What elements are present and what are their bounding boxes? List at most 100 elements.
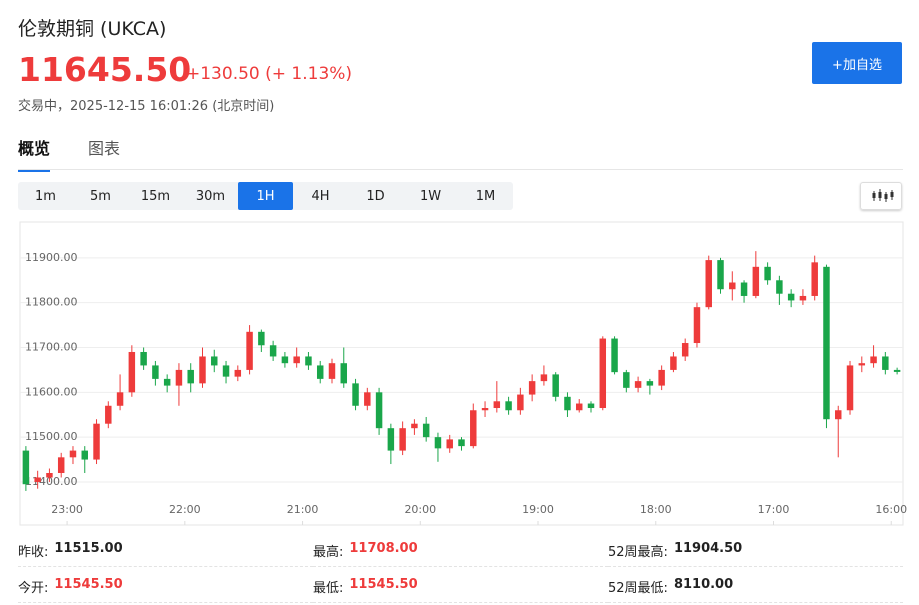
candle-body	[163, 378, 171, 386]
candle-body	[870, 356, 877, 364]
x-tick-label: 16:00	[875, 503, 907, 516]
candle-body	[269, 345, 277, 357]
stat-value: 11545.50	[349, 577, 418, 592]
candle-body	[375, 392, 383, 429]
candle-body	[399, 428, 406, 451]
candle-body	[634, 381, 642, 388]
candle-body	[717, 260, 724, 290]
candle-body	[599, 338, 607, 409]
interval-bar: 1m 5m 15m 30m 1H 4H 1D 1W 1M	[18, 182, 513, 210]
candle-body	[152, 365, 159, 379]
candle-body	[281, 356, 289, 364]
add-watchlist-button[interactable]: +加自选	[812, 42, 902, 84]
candle-body	[93, 423, 100, 460]
x-tick-label: 19:00	[522, 503, 554, 516]
candle-body	[587, 403, 595, 409]
candle-body	[505, 401, 512, 411]
stat-value: 11708.00	[349, 541, 418, 556]
interval-button[interactable]: 1W	[419, 188, 442, 204]
candle-body	[234, 369, 242, 377]
candle-body	[517, 394, 524, 411]
candle-body	[681, 343, 689, 357]
candle-body	[540, 374, 548, 382]
candle-body	[764, 266, 771, 281]
candle-body	[493, 401, 501, 409]
stat: 52周最低: 8110.00	[608, 577, 903, 603]
candle-body	[222, 365, 230, 377]
candle-body	[552, 374, 559, 397]
stat-label: 52周最低:	[608, 581, 668, 596]
y-tick-label: 11900.00	[25, 251, 78, 264]
stat-value: 8110.00	[673, 577, 734, 592]
y-tick-label: 11600.00	[25, 385, 78, 398]
candle-body	[458, 439, 465, 447]
candle-body	[22, 450, 30, 485]
candle-body	[575, 403, 583, 411]
candle-body	[328, 363, 336, 379]
tabs: 概览 图表	[18, 135, 120, 172]
icon	[872, 189, 894, 202]
stat-label: 昨收:	[18, 545, 49, 560]
plot-frame	[19, 221, 904, 526]
tab[interactable]: 概览	[18, 135, 51, 172]
status: 交易中，2025-12-15 16:01:26 (北京时间)	[18, 99, 275, 114]
candle-body	[705, 260, 712, 308]
interval-button[interactable]: 5m	[90, 188, 111, 204]
stat-value: 11515.00	[54, 541, 123, 556]
y-tick-label: 11800.00	[25, 296, 78, 309]
candle-body	[776, 280, 783, 294]
stat-label: 52周最高:	[608, 545, 668, 560]
candle-body	[175, 369, 183, 386]
candle-body	[316, 365, 324, 379]
candle-body	[434, 437, 442, 449]
chart-type-button[interactable]	[860, 182, 902, 210]
candle-body	[811, 262, 818, 296]
stat-value: 11904.50	[673, 541, 743, 556]
y-tick-label: 11700.00	[25, 341, 78, 354]
candle-body	[740, 282, 748, 296]
candle-body	[81, 450, 88, 460]
candle-body	[893, 369, 901, 372]
interval-button[interactable]: 4H	[311, 188, 330, 204]
candle-body	[528, 381, 536, 395]
interval-button[interactable]: 1M	[475, 188, 496, 204]
candle-body	[693, 307, 701, 344]
stat: 最低: 11545.50	[313, 577, 608, 603]
interval-button[interactable]: 30m	[195, 188, 226, 204]
candle-body	[57, 457, 65, 474]
stat: 今开: 11545.50	[18, 577, 313, 603]
candle-body	[364, 392, 371, 406]
interval-button[interactable]: 1H	[238, 182, 293, 210]
x-tick-label: 18:00	[640, 503, 672, 516]
interval-button[interactable]: 1D	[366, 188, 385, 204]
candle-body	[799, 295, 807, 301]
candle-body	[481, 408, 489, 411]
tab[interactable]: 图表	[88, 139, 121, 158]
candle-body	[658, 369, 665, 386]
candle-body	[422, 423, 430, 438]
x-tick-label: 20:00	[404, 503, 436, 516]
price: 11645.50	[18, 50, 192, 89]
candle-body	[352, 383, 359, 406]
candle-body	[564, 396, 571, 411]
chart: 11400.0011500.0011600.0011700.0011800.00…	[19, 221, 907, 526]
change-abs: +130.50	[186, 64, 260, 84]
interval-button[interactable]: 1m	[35, 188, 56, 204]
candle-body	[105, 405, 112, 424]
candle-body	[611, 338, 618, 373]
x-tick-label: 23:00	[51, 503, 83, 516]
stats-row: 昨收: 11515.00 最高: 11708.00 52周最高: 11904.50	[18, 541, 903, 567]
interval-button[interactable]: 15m	[140, 188, 171, 204]
candle-body	[46, 473, 53, 478]
candle-body	[646, 381, 654, 386]
candle-body	[411, 423, 418, 429]
stat: 52周最高: 11904.50	[608, 541, 903, 567]
candle-body	[116, 392, 124, 406]
candle-body	[670, 356, 677, 370]
candle-body	[258, 331, 265, 346]
stats-row: 今开: 11545.50 最低: 11545.50 52周最低: 8110.00	[18, 577, 903, 603]
candle-body	[211, 356, 218, 366]
change: +130.50 (+ 1.13%)	[186, 64, 352, 84]
candle-body	[882, 356, 889, 370]
candle-body	[128, 351, 136, 393]
